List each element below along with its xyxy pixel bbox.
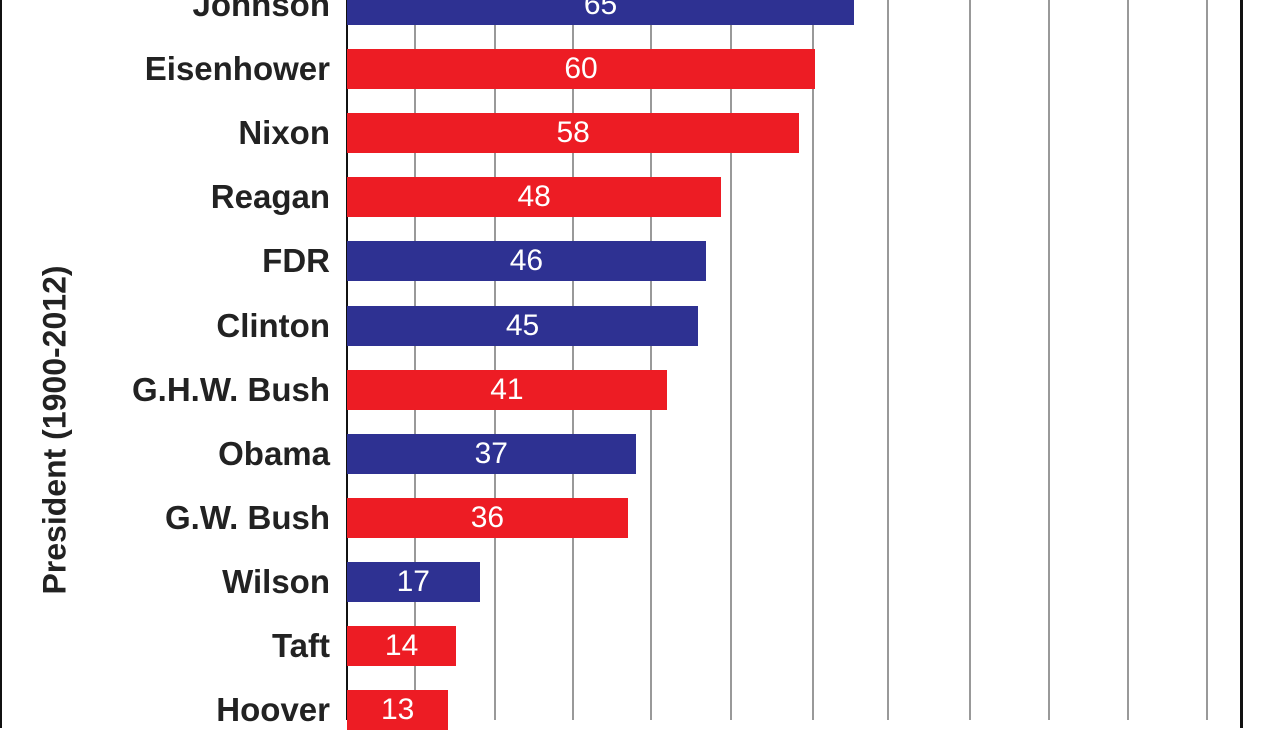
data-label: 41 (490, 372, 524, 406)
data-label: 13 (381, 693, 415, 727)
gridline (494, 0, 496, 720)
bar (347, 369, 667, 410)
category-label: Wilson (222, 562, 330, 600)
category-label: FDR (262, 242, 330, 280)
bar (347, 0, 854, 25)
data-label: 48 (517, 180, 551, 214)
bar (347, 497, 628, 538)
data-label: 58 (556, 116, 590, 150)
bar (347, 626, 457, 666)
category-label: G.H.W. Bush (132, 370, 330, 408)
gridline (1206, 0, 1208, 720)
category-label: Johnson (192, 0, 331, 23)
data-label: 60 (564, 52, 598, 86)
bar (347, 241, 706, 282)
y-axis-line (346, 0, 348, 720)
bar (347, 113, 800, 154)
category-label: Reagan (210, 178, 330, 216)
bar (347, 561, 480, 602)
bar (347, 433, 636, 474)
data-label: 17 (396, 564, 430, 598)
gridline (812, 0, 814, 720)
data-label: 14 (384, 629, 419, 662)
category-label: Nixon (238, 114, 330, 152)
category-label: G.W. Bush (165, 498, 330, 536)
chart-frame (0, 0, 1243, 728)
bar (347, 49, 815, 90)
y-axis-label: President (1900-2012) (36, 265, 73, 595)
gridline (969, 0, 971, 720)
category-label: Taft (271, 627, 330, 664)
data-label: 46 (509, 244, 544, 278)
data-label: 36 (470, 500, 505, 534)
gridline (1048, 0, 1050, 720)
data-label: 45 (505, 308, 540, 342)
gridline (1127, 0, 1129, 720)
bar (347, 305, 698, 346)
data-label: 65 (583, 0, 618, 21)
gridline (572, 0, 574, 720)
category-label: Eisenhower (144, 50, 330, 88)
data-label: 37 (474, 436, 508, 470)
category-label: Obama (218, 434, 330, 472)
gridline (414, 0, 416, 720)
gridline (730, 0, 732, 720)
category-label: Hoover (216, 691, 330, 729)
bar (347, 177, 722, 218)
category-label: Clinton (216, 306, 330, 344)
gridline (887, 0, 889, 720)
gridline (650, 0, 652, 720)
